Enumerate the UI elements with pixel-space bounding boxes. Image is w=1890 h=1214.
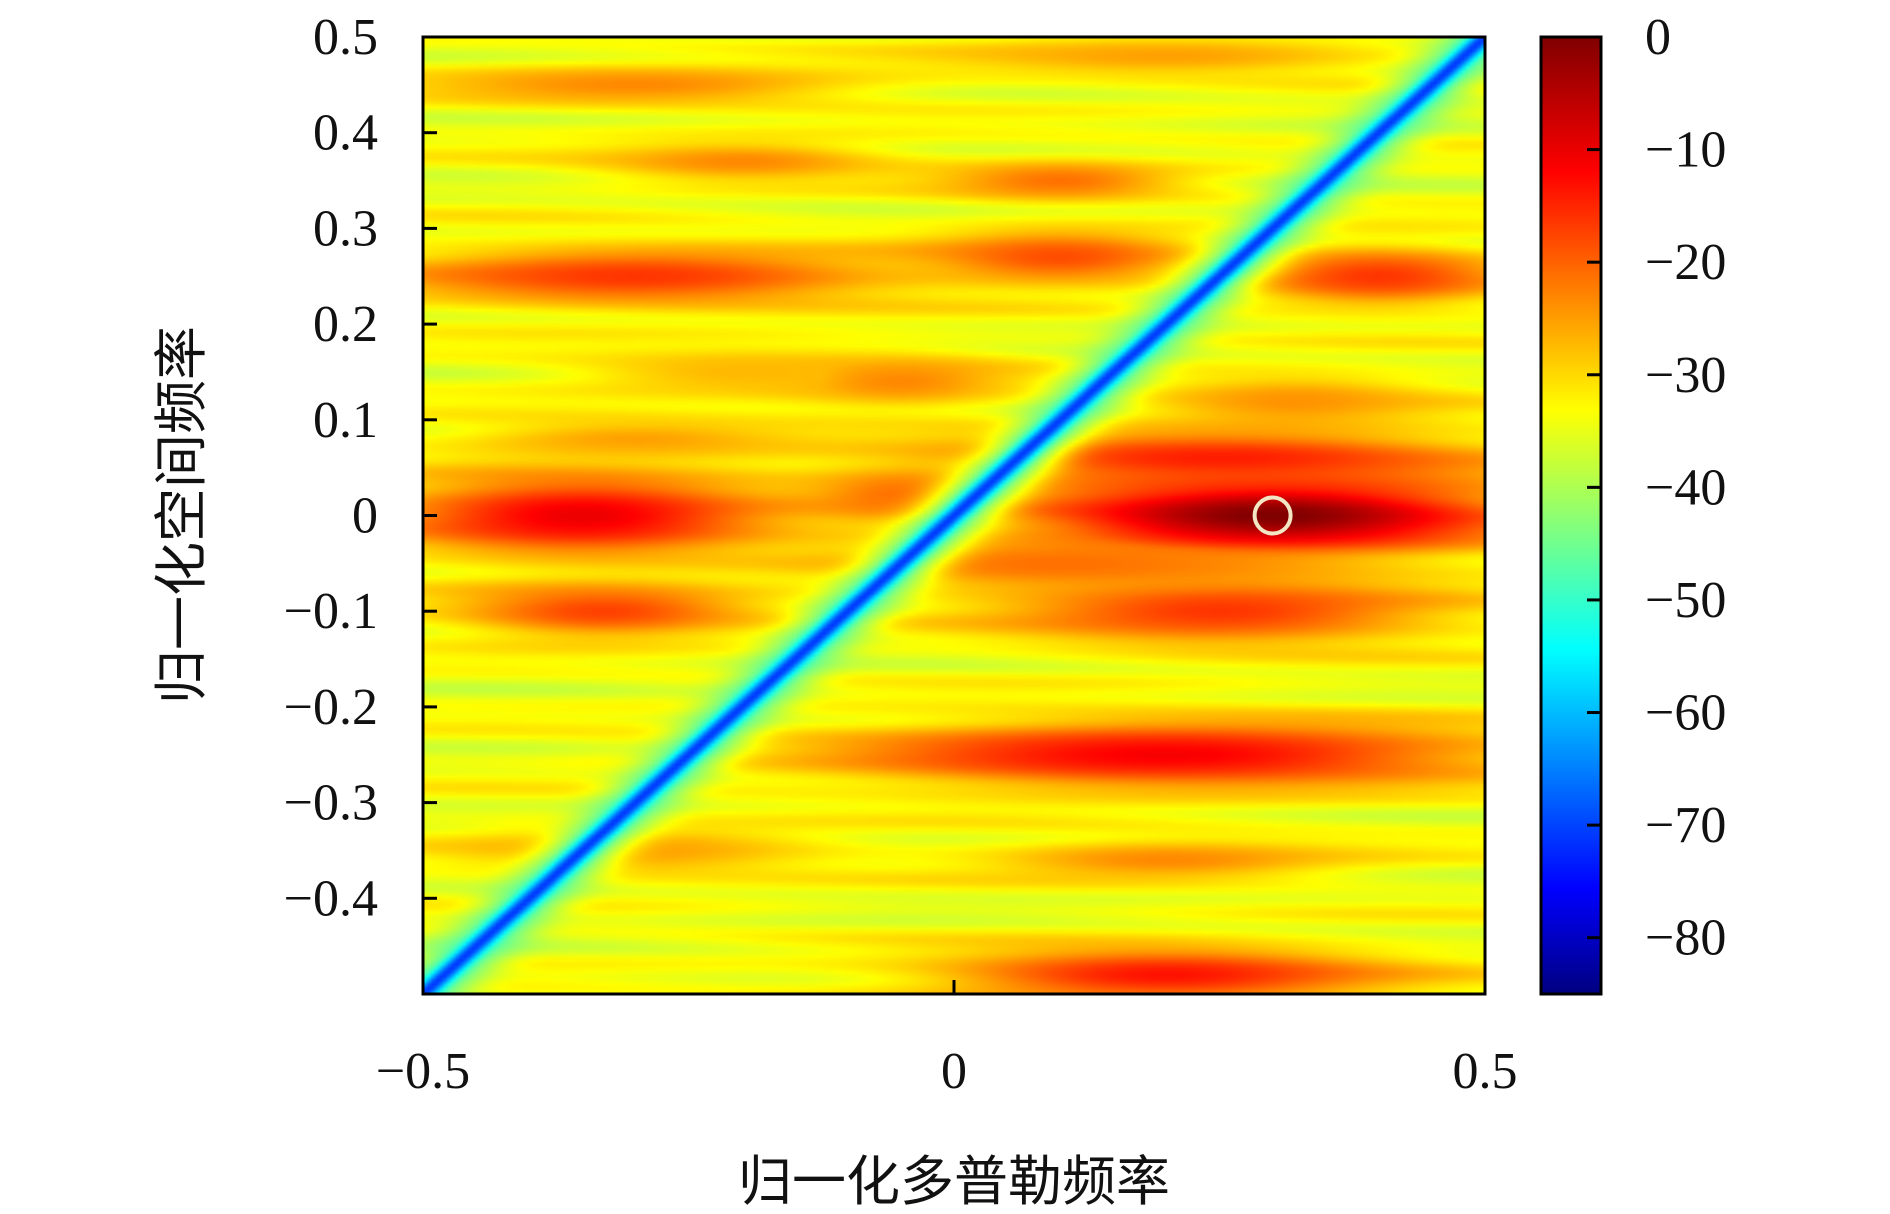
target-marker xyxy=(1252,495,1293,536)
colorbar-tick-label: −50 xyxy=(1645,572,1726,629)
colorbar xyxy=(1539,35,1603,996)
y-tick-label: 0.5 xyxy=(313,9,378,66)
y-tick-label: −0.2 xyxy=(284,679,378,736)
y-tick-label: 0.2 xyxy=(313,296,378,353)
colorbar-tick-label: −40 xyxy=(1645,459,1726,516)
colorbar-ticks: 0 −10 −20 −30 −40 −50 −60 −70 −80 xyxy=(1587,9,1726,967)
heatmap-image xyxy=(423,37,1485,994)
y-tick-label: 0.4 xyxy=(313,105,378,162)
plot-area xyxy=(421,35,1487,996)
x-axis-title: 归一化多普勒频率 xyxy=(738,1150,1170,1213)
colorbar-tick-label: −30 xyxy=(1645,347,1726,404)
y-tick-label: −0.3 xyxy=(284,775,378,832)
colorbar-gradient xyxy=(1539,35,1603,996)
y-tick-label: −0.1 xyxy=(284,583,378,640)
y-tick-label: 0.1 xyxy=(313,392,378,449)
x-tick-label: −0.5 xyxy=(376,1043,470,1100)
colorbar-tick-label: 0 xyxy=(1645,9,1671,66)
y-tick-label: 0 xyxy=(352,488,378,545)
colorbar-tick-label: −20 xyxy=(1645,234,1726,291)
x-tick-label: 0.5 xyxy=(1453,1043,1518,1100)
colorbar-tick-label: −60 xyxy=(1645,685,1726,742)
y-tick-label: −0.4 xyxy=(284,870,378,927)
y-axis-title: 归一化空间频率 xyxy=(150,326,213,704)
y-tick-label: 0.3 xyxy=(313,200,378,257)
x-tick-label: 0 xyxy=(941,1043,967,1100)
colorbar-tick-label: −10 xyxy=(1645,122,1726,179)
colorbar-tick-label: −80 xyxy=(1645,910,1726,967)
y-axis-ticks: 0.5 0.4 0.3 0.2 0.1 0 −0.1 −0.2 −0.3 −0.4 xyxy=(284,9,437,927)
x-axis-ticks: −0.5 0 0.5 xyxy=(376,980,1518,1100)
colorbar-tick-label: −70 xyxy=(1645,797,1726,854)
